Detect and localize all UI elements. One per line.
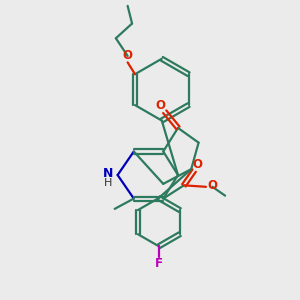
Text: O: O [122,50,132,62]
Text: O: O [155,99,165,112]
Text: N: N [103,167,113,180]
Text: O: O [192,158,202,171]
Text: O: O [207,179,218,192]
Text: H: H [104,178,112,188]
Text: F: F [155,256,163,270]
